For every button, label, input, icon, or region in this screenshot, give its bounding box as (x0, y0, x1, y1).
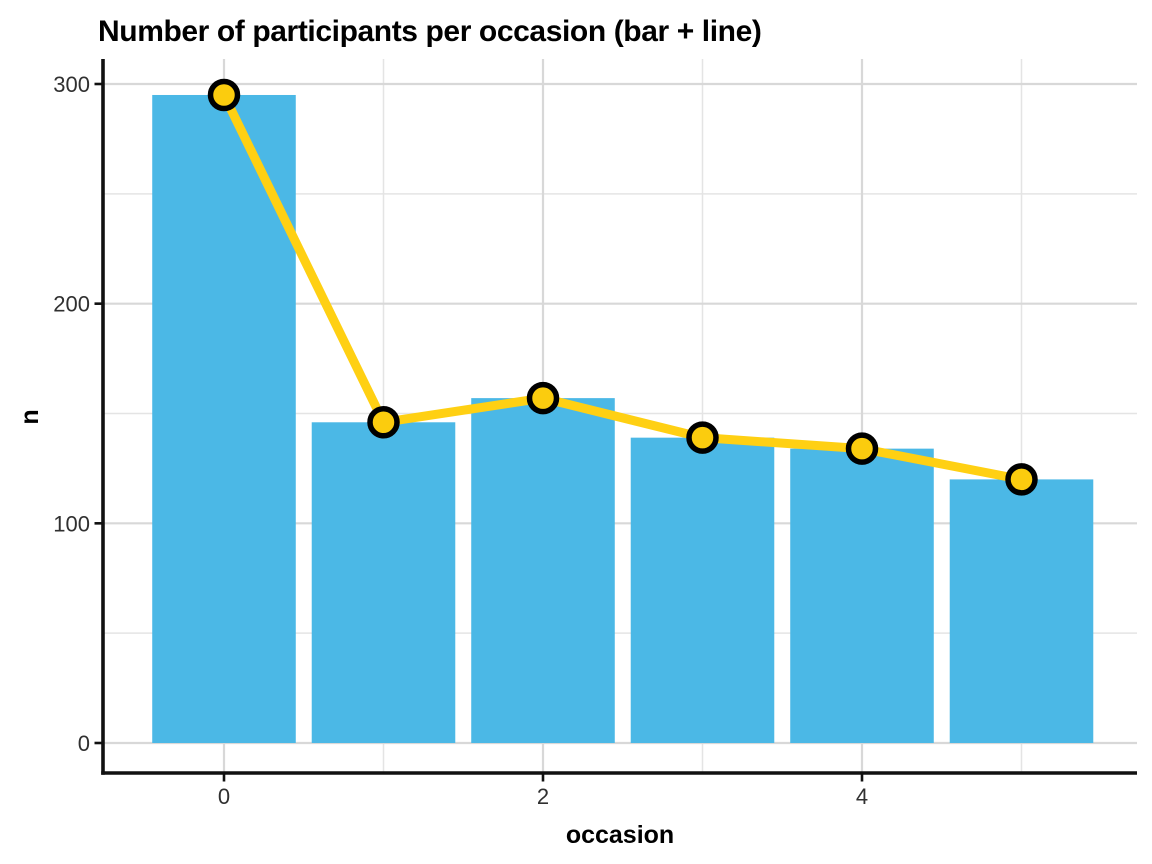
x-axis-title: occasion (566, 821, 674, 849)
bar (471, 398, 615, 743)
x-tick-label: 4 (856, 784, 868, 809)
y-tick-label: 300 (53, 72, 90, 97)
y-tick-label: 0 (78, 731, 90, 756)
data-point (207, 78, 241, 112)
line-series (219, 90, 1026, 484)
bar (630, 437, 775, 743)
x-tick-label: 2 (537, 784, 549, 809)
data-point (686, 421, 719, 454)
data-point (1005, 463, 1038, 496)
bar (949, 479, 1094, 743)
chart-title: Number of participants per occasion (bar… (98, 15, 761, 48)
data-point (526, 381, 560, 415)
tick-marks (94, 82, 864, 782)
x-tick-label: 0 (218, 784, 230, 809)
tick-labels: 0 100 200 300 0 2 4 (53, 72, 868, 809)
axis-lines (101, 59, 1137, 775)
bar-series (152, 94, 1094, 743)
y-tick-label: 100 (53, 511, 90, 536)
y-axis-title: n (16, 409, 44, 424)
bar (311, 422, 456, 743)
y-tick-label: 200 (53, 292, 90, 317)
data-point (367, 406, 400, 439)
data-point (845, 432, 879, 465)
line-points (207, 78, 1038, 496)
trend-line (219, 90, 1026, 484)
bar (790, 448, 934, 743)
